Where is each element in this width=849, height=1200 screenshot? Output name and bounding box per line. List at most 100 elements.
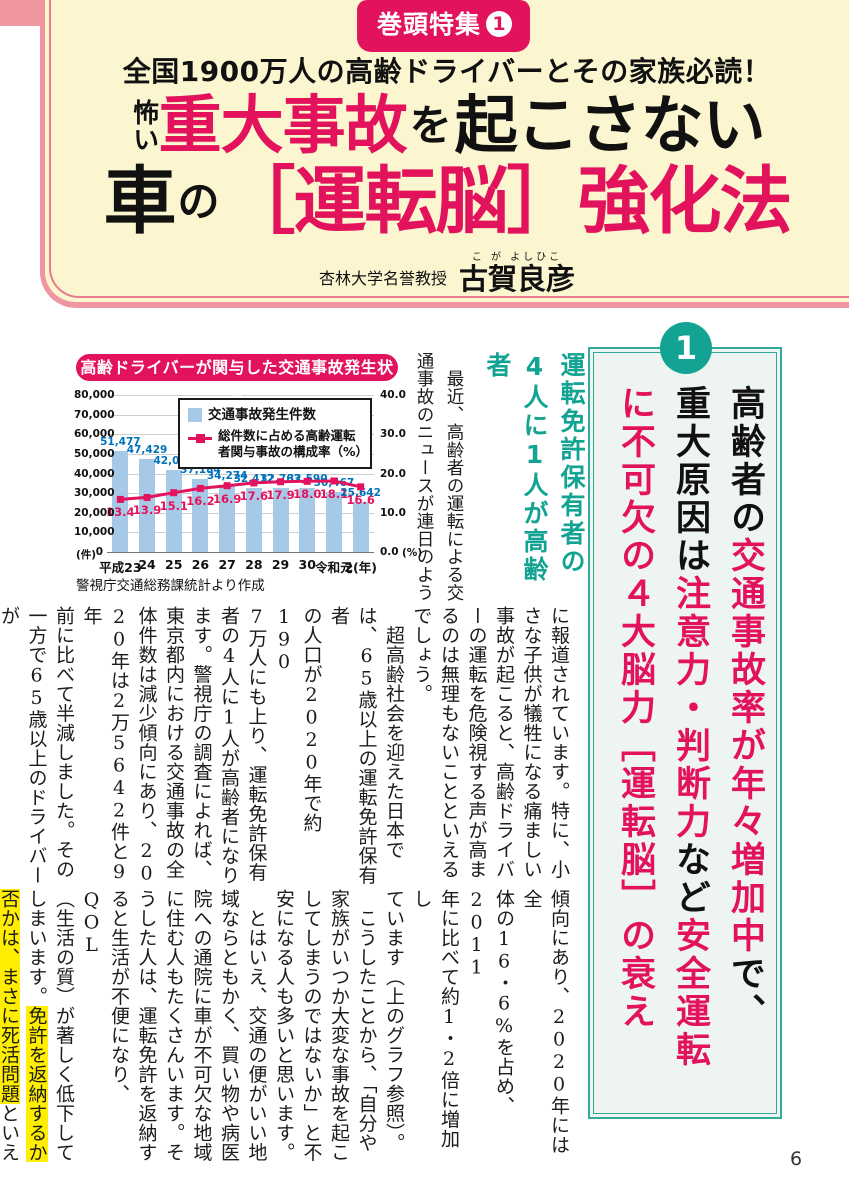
rate-value-label: 18.1 bbox=[319, 486, 349, 501]
chart-title-banner: 高齢ドライバーが関与した交通事故発生状況 bbox=[76, 354, 398, 404]
intro-strip: 運転免許保有者の 4人に1人が高齢者 最近、高齢者の運転による交 通事故のニュー… bbox=[414, 352, 590, 610]
page-number: 6 bbox=[790, 1148, 803, 1170]
bar-value-label: 51,477 bbox=[100, 435, 141, 448]
accident-chart: 高齢ドライバーが関与した交通事故発生状況 51,477 13.4 47,429 13.… bbox=[74, 348, 446, 600]
headline-seg-2: 交通事故率が年々増加中 bbox=[725, 537, 765, 955]
traffic-accident-bar bbox=[219, 484, 236, 552]
x-axis-label: 2(年) bbox=[344, 560, 377, 575]
legend-label-bars: 交通事故発生件数 bbox=[208, 407, 316, 423]
left-axis-tick: 30,000 bbox=[74, 487, 115, 500]
bar-value-label: 47,429 bbox=[126, 443, 168, 456]
rate-value-label: 16.6 bbox=[346, 492, 375, 507]
rate-value-label: 13.4 bbox=[106, 505, 135, 520]
right-axis-tick: 10.0 bbox=[380, 506, 406, 519]
rate-value-label: 13.9 bbox=[132, 503, 162, 518]
bar-value-label: 34,274 bbox=[206, 469, 248, 482]
title-emphasis-2: ［運転脳］強化法 bbox=[222, 159, 793, 244]
left-axis-tick: 50,000 bbox=[74, 447, 115, 460]
chart-legend: 交通事故発生件数 総件数に占める高齢運転者関与事故の構成率（%） bbox=[178, 398, 372, 469]
title-rest-1: 起こさない bbox=[454, 89, 766, 162]
left-axis-tick: 20,000 bbox=[74, 506, 115, 519]
chart-source-note: 警視庁交通総務課統計より作成 bbox=[76, 578, 265, 594]
x-axis-label: 令和元 bbox=[315, 560, 353, 575]
headline-seg-6: など bbox=[670, 841, 710, 917]
bar-value-label: 25,642 bbox=[340, 486, 381, 499]
spine-tab bbox=[0, 0, 40, 26]
gridline bbox=[107, 532, 374, 534]
author-name: 古賀良彦こ が よしひこ bbox=[459, 252, 575, 294]
left-axis-tick: 10,000 bbox=[74, 526, 115, 539]
rate-line-series bbox=[116, 477, 365, 503]
x-axis-label: 27 bbox=[218, 557, 236, 572]
traffic-accident-bar bbox=[272, 487, 289, 552]
gridline bbox=[107, 552, 374, 553]
gridline bbox=[107, 512, 374, 514]
traffic-accident-bar bbox=[139, 458, 156, 552]
traffic-accident-bar bbox=[352, 501, 369, 552]
right-axis-tick: 0.0 bbox=[380, 546, 399, 558]
rate-value-label: 18.0 bbox=[293, 487, 322, 502]
headline-seg-7: 安全運転 に不可欠の４大脳力［運転脳］の衰え bbox=[615, 385, 710, 1069]
x-axis-label: 平成23 bbox=[99, 560, 142, 575]
author-line: 杏林大学名誉教授 古賀良彦こ が よしひこ bbox=[45, 252, 849, 294]
rate-value-label: 15.1 bbox=[159, 498, 188, 513]
line-series-glyph bbox=[188, 432, 212, 446]
rate-value-label: 16.2 bbox=[186, 494, 215, 509]
traffic-accident-bar bbox=[165, 469, 182, 552]
gridline bbox=[107, 493, 374, 495]
headline-text: 高齢者の交通事故率が年々増加中で、 重大原因は注意力・判断力など安全運転 に不可… bbox=[590, 349, 780, 1117]
chart-plot: 51,477 13.4 47,429 13.9 42,041 15.1 37,184 16.2… bbox=[100, 395, 381, 553]
left-axis-tick: 80,000 bbox=[74, 389, 115, 401]
rate-value-label: 16.9 bbox=[212, 491, 242, 506]
traffic-accident-bar bbox=[192, 479, 209, 552]
intro-subhead: 運転免許保有者の 4人に1人が高齢者 bbox=[483, 352, 586, 584]
badge-number: 1 bbox=[486, 11, 513, 37]
author-name-text: 古賀良彦 bbox=[459, 262, 576, 296]
left-axis-tick: 40,000 bbox=[74, 467, 115, 480]
title-particle-2: の bbox=[177, 176, 220, 226]
left-axis-unit: (件) bbox=[76, 549, 97, 561]
article-text-pre: 傾向にあり、2020年には全 体の16・6%を占め、2011 年に比べて約1・2… bbox=[25, 889, 571, 1162]
right-axis-tick: 30.0 bbox=[380, 428, 406, 441]
right-axis-unit: (%) bbox=[402, 547, 423, 559]
badge-text: 巻頭特集 bbox=[377, 9, 482, 39]
article-paragraphs-1: に報道されています。特に、小 さな子供が犠牲になる痛ましい 事故が起こると、高齢… bbox=[0, 606, 570, 885]
headline-seg-1: 高齢者の bbox=[725, 385, 765, 537]
bar-series-swatch bbox=[188, 408, 202, 422]
headline-seg-5: 注意力・判断力 bbox=[670, 575, 710, 841]
left-axis-tick: 70,000 bbox=[74, 408, 115, 421]
line-series-glyph-square bbox=[196, 434, 205, 444]
main-title-line2: 車の ［運転脳］強化法 bbox=[45, 165, 849, 238]
rate-value-label: 17.9 bbox=[266, 487, 295, 502]
title-particle-1: を bbox=[409, 100, 452, 150]
x-axis-label: 28 bbox=[245, 557, 263, 572]
feature-badge: 巻頭特集 1 bbox=[357, 0, 531, 52]
traffic-accident-bar bbox=[245, 488, 262, 552]
headline-seg-3: で、 bbox=[725, 955, 765, 1031]
traffic-accident-bar bbox=[299, 488, 316, 552]
gridline bbox=[107, 395, 374, 396]
right-axis-tick: 20.0 bbox=[380, 467, 406, 480]
traffic-accident-bar bbox=[325, 492, 342, 552]
x-axis-label: 26 bbox=[191, 557, 210, 572]
right-axis-tick: 40.0 bbox=[380, 389, 406, 401]
author-affiliation: 杏林大学名誉教授 bbox=[318, 269, 447, 288]
x-axis-label: 24 bbox=[138, 557, 156, 572]
x-axis-label: 29 bbox=[271, 557, 290, 572]
legend-row-line: 総件数に占める高齢運転者関与事故の構成率（%） bbox=[188, 428, 369, 461]
intro-body-text: 最近、高齢者の運転による交 通事故のニュースが連日のよう bbox=[414, 352, 464, 602]
article-paragraphs-2: 傾向にあり、2020年には全 体の16・6%を占め、2011 年に比べて約1・2… bbox=[0, 889, 572, 1167]
x-axis-label: 25 bbox=[165, 557, 183, 572]
title-head-2: 車 bbox=[103, 159, 176, 244]
rate-value-label: 17.6 bbox=[239, 488, 269, 503]
title-prefix: 怖い bbox=[128, 98, 159, 153]
subtitle: 全国1900万人の高齢ドライバーとその家族必読！ bbox=[122, 55, 772, 88]
gridline bbox=[107, 473, 374, 475]
legend-label-line: 総件数に占める高齢運転者関与事故の構成率（%） bbox=[218, 428, 369, 460]
left-axis-tick: 0 bbox=[95, 546, 103, 558]
title-emphasis-1: 重大事故 bbox=[158, 89, 408, 162]
legend-row-bars: 交通事故発生件数 bbox=[188, 407, 364, 423]
author-name-ruby: こ が よしひこ bbox=[459, 252, 576, 263]
headline-box: 高齢者の交通事故率が年々増加中で、 重大原因は注意力・判断力など安全運転 に不可… bbox=[588, 347, 782, 1119]
